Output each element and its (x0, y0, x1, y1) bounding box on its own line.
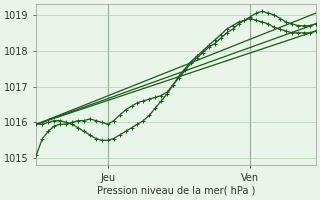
X-axis label: Pression niveau de la mer( hPa ): Pression niveau de la mer( hPa ) (97, 186, 255, 196)
